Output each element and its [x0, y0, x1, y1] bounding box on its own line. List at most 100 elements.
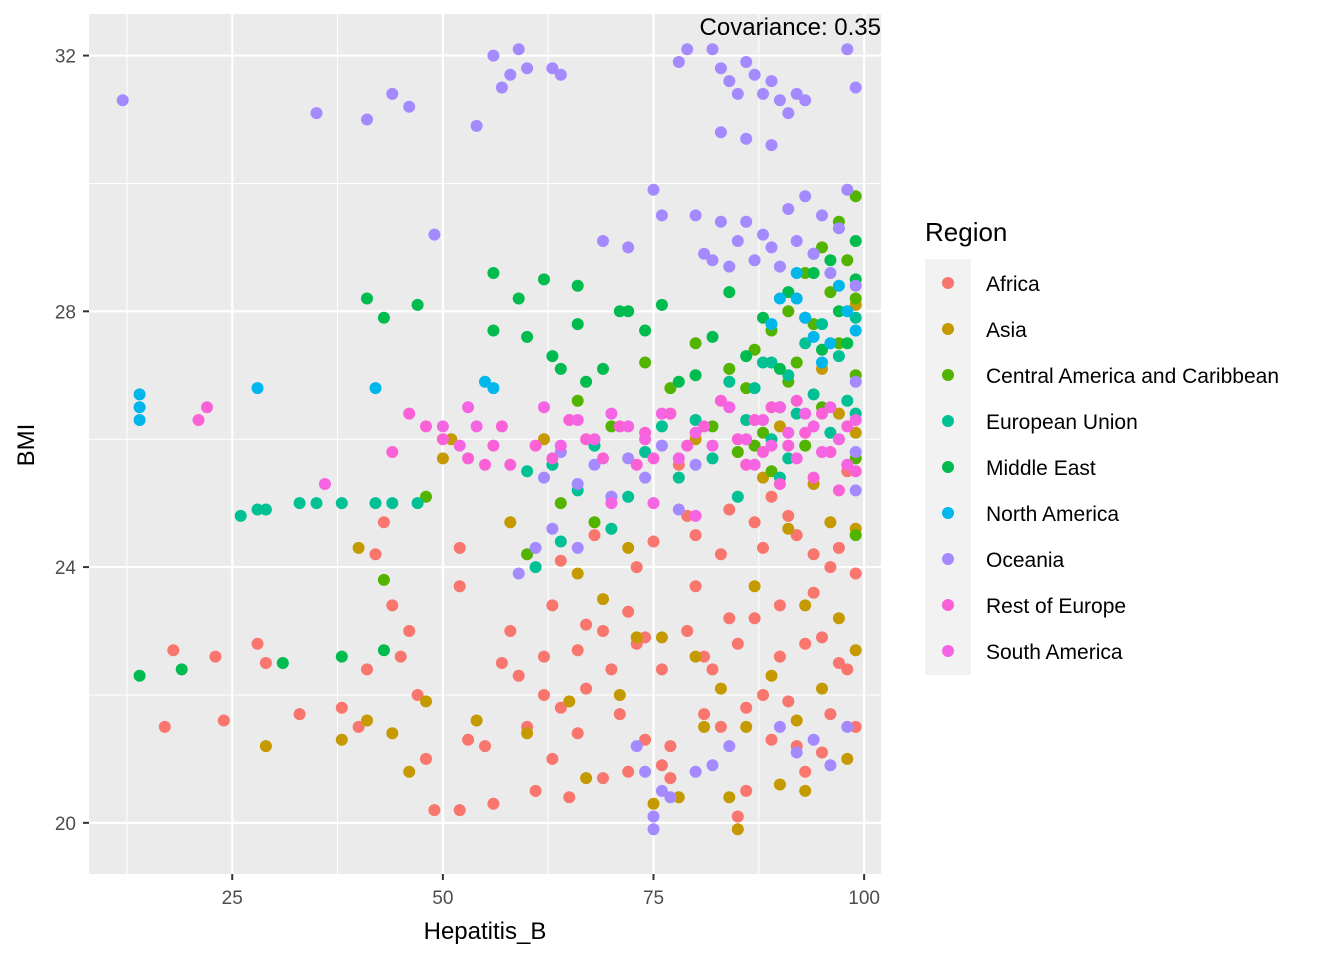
data-point [487, 49, 500, 62]
data-point [748, 439, 761, 452]
data-point [757, 426, 769, 439]
data-point [672, 452, 685, 465]
data-point [428, 228, 441, 241]
data-point [740, 720, 753, 733]
data-point [765, 465, 778, 478]
data-point [824, 286, 837, 299]
data-point [588, 516, 601, 529]
data-point [521, 62, 534, 75]
data-point [647, 497, 660, 510]
data-point [512, 669, 525, 682]
data-point [714, 682, 727, 695]
data-point [521, 330, 534, 343]
data-point [849, 324, 862, 337]
data-point [816, 318, 828, 331]
data-point [782, 426, 795, 439]
data-point [672, 56, 685, 68]
data-point [411, 298, 424, 311]
data-point [681, 439, 694, 452]
data-point [849, 426, 862, 439]
data-point [453, 541, 466, 554]
data-point [403, 625, 416, 637]
data-point [849, 720, 862, 733]
data-point [647, 810, 660, 823]
data-point [698, 420, 711, 433]
x-axis-ticks: 25 50 75 100 [222, 874, 880, 909]
data-point [622, 241, 635, 254]
data-point [832, 484, 845, 497]
data-point [495, 81, 508, 94]
data-point [546, 62, 559, 75]
data-point [782, 286, 795, 299]
data-point [689, 529, 702, 542]
data-point [841, 43, 854, 56]
data-point [403, 100, 416, 113]
data-point [639, 324, 652, 337]
data-point [849, 446, 862, 458]
data-point [748, 612, 761, 625]
data-point [436, 420, 449, 433]
data-point [639, 446, 652, 458]
data-point [361, 113, 373, 126]
data-point [773, 420, 786, 433]
data-point [714, 720, 727, 733]
data-point [706, 759, 719, 772]
data-point [824, 401, 837, 414]
data-point [782, 203, 795, 215]
data-point [849, 375, 862, 388]
data-point [782, 452, 795, 465]
data-point [782, 107, 795, 120]
data-point [571, 318, 584, 331]
data-point [832, 612, 845, 625]
data-point [765, 241, 778, 254]
data-point [571, 279, 584, 292]
data-point [723, 260, 736, 273]
data-point [849, 292, 862, 305]
data-point [672, 503, 685, 516]
data-point [698, 708, 711, 721]
legend-key [942, 277, 954, 289]
data-point [394, 650, 407, 663]
data-point [773, 599, 786, 612]
data-point [706, 254, 719, 267]
data-point [841, 720, 854, 733]
data-point [748, 516, 761, 529]
legend-key [942, 507, 954, 519]
data-point [816, 356, 828, 369]
data-point [816, 682, 828, 695]
data-point [377, 516, 390, 529]
data-point [251, 637, 264, 650]
data-point [538, 433, 550, 446]
data-point [689, 765, 702, 778]
data-point [597, 452, 609, 465]
data-point [605, 663, 618, 676]
data-point [664, 407, 677, 420]
data-point [672, 471, 685, 484]
data-point [445, 433, 458, 446]
data-point [689, 458, 702, 471]
data-point [622, 605, 635, 618]
data-point [816, 407, 828, 420]
data-point [799, 311, 812, 324]
data-point [672, 791, 685, 804]
data-point [655, 407, 668, 420]
data-point [807, 388, 820, 401]
data-point [790, 714, 803, 727]
data-point [824, 426, 837, 439]
data-point [293, 708, 306, 721]
data-point [546, 452, 559, 465]
data-point [580, 772, 593, 785]
data-point [504, 458, 517, 471]
data-point [622, 490, 635, 503]
data-point [824, 561, 837, 574]
data-point [580, 433, 593, 446]
data-point [790, 746, 803, 759]
data-point [765, 401, 778, 414]
data-point [782, 439, 795, 452]
data-point [740, 215, 753, 228]
data-point [504, 68, 517, 81]
data-point [773, 94, 786, 107]
data-point [799, 426, 812, 439]
data-point [613, 689, 626, 701]
data-point [757, 414, 769, 426]
